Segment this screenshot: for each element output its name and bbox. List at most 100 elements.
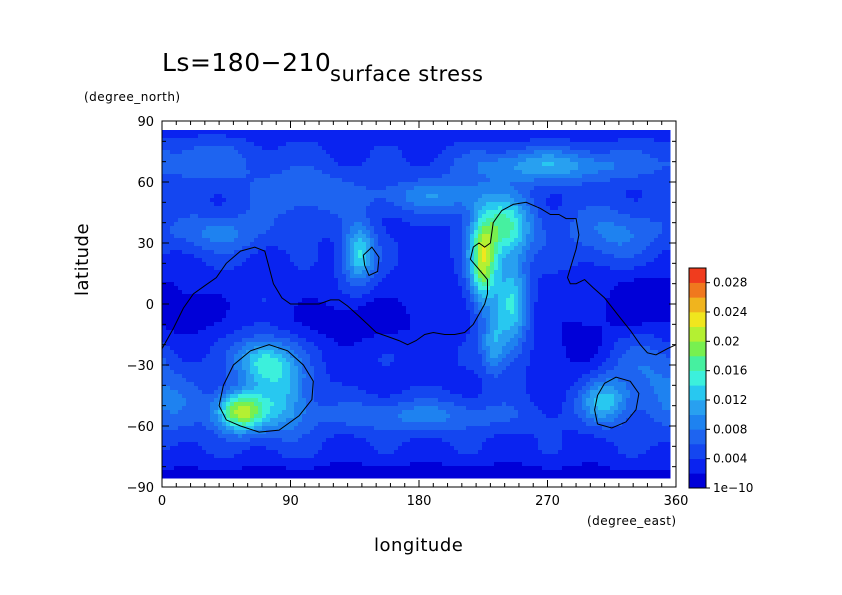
heat-cell xyxy=(566,222,571,227)
heat-cell xyxy=(638,202,643,207)
heat-cell xyxy=(454,146,459,151)
heat-cell xyxy=(190,210,195,215)
heat-cell xyxy=(562,194,567,199)
heat-cell xyxy=(414,238,419,243)
heat-cell xyxy=(254,174,259,179)
heat-cell xyxy=(186,222,191,227)
heat-cell xyxy=(434,210,439,215)
heat-cell xyxy=(254,182,259,187)
heat-cell xyxy=(222,146,227,151)
heat-cell xyxy=(602,254,607,259)
heat-cell xyxy=(162,266,167,271)
heat-cell xyxy=(574,130,579,135)
heat-cell xyxy=(290,158,295,163)
heat-cell xyxy=(570,230,575,235)
heat-cell xyxy=(246,262,251,267)
heat-cell xyxy=(310,162,315,167)
heat-cell xyxy=(410,266,415,271)
heat-cell xyxy=(410,154,415,159)
heat-cell xyxy=(266,238,271,243)
heat-cell xyxy=(558,142,563,147)
heat-cell xyxy=(486,274,491,279)
heat-cell xyxy=(658,270,663,275)
heat-cell xyxy=(638,174,643,179)
heat-cell xyxy=(318,138,323,143)
heat-cell xyxy=(582,258,587,263)
heat-cell xyxy=(366,246,371,251)
heat-cell xyxy=(590,262,595,267)
heat-cell xyxy=(278,194,283,199)
heat-cell xyxy=(650,222,655,227)
heat-cell xyxy=(490,238,495,243)
heat-cell xyxy=(302,262,307,267)
heat-cell xyxy=(590,138,595,143)
heat-cell xyxy=(642,206,647,211)
heat-cell xyxy=(594,170,599,175)
heat-cell xyxy=(326,170,331,175)
heat-cell xyxy=(406,266,411,271)
heat-cell xyxy=(626,230,631,235)
heat-cell xyxy=(634,266,639,271)
heat-cell xyxy=(490,282,495,287)
heat-cell xyxy=(518,134,523,139)
heat-cell xyxy=(486,226,491,231)
heat-cell xyxy=(590,182,595,187)
heat-cell xyxy=(318,202,323,207)
heat-cell xyxy=(374,154,379,159)
heat-cell xyxy=(622,218,627,223)
heat-cell xyxy=(286,154,291,159)
heat-cell xyxy=(386,142,391,147)
heat-cell xyxy=(510,206,515,211)
heat-cell xyxy=(658,198,663,203)
heat-cell xyxy=(398,242,403,247)
heat-cell xyxy=(354,166,359,171)
heat-cell xyxy=(410,206,415,211)
heat-cell xyxy=(622,170,627,175)
heat-cell xyxy=(342,150,347,155)
heat-cell xyxy=(486,166,491,171)
heat-cell xyxy=(170,278,175,283)
heat-cell xyxy=(290,186,295,191)
heat-cell xyxy=(442,134,447,139)
heat-cell xyxy=(442,158,447,163)
heat-cell xyxy=(298,282,303,287)
heat-cell xyxy=(510,170,515,175)
heat-cell xyxy=(190,182,195,187)
heat-cell xyxy=(602,150,607,155)
heat-cell xyxy=(342,254,347,259)
heat-cell xyxy=(278,206,283,211)
heat-cell xyxy=(522,162,527,167)
heat-cell xyxy=(662,230,667,235)
heat-cell xyxy=(490,138,495,143)
heat-cell xyxy=(310,266,315,271)
heat-cell xyxy=(406,186,411,191)
heat-cell xyxy=(434,238,439,243)
heat-cell xyxy=(294,206,299,211)
heat-cell xyxy=(366,178,371,183)
heat-cell xyxy=(186,250,191,255)
heat-cell xyxy=(470,138,475,143)
heat-cell xyxy=(262,278,267,283)
heat-cell xyxy=(430,182,435,187)
heat-cell xyxy=(386,170,391,175)
heat-cell xyxy=(550,130,555,135)
heat-cell xyxy=(210,202,215,207)
heat-cell xyxy=(574,190,579,195)
heat-cell xyxy=(554,250,559,255)
heat-cell xyxy=(330,198,335,203)
heat-cell xyxy=(570,274,575,279)
heat-cell xyxy=(662,206,667,211)
heat-cell xyxy=(578,182,583,187)
heat-cell xyxy=(230,286,235,291)
heat-cell xyxy=(618,254,623,259)
heat-cell xyxy=(278,246,283,251)
heat-cell xyxy=(294,130,299,135)
heat-cell xyxy=(502,198,507,203)
heat-cell xyxy=(314,238,319,243)
heat-cell xyxy=(426,194,431,199)
heat-cell xyxy=(546,282,551,287)
heat-cell xyxy=(202,250,207,255)
heat-cell xyxy=(626,278,631,283)
heat-cell xyxy=(594,266,599,271)
heat-cell xyxy=(374,210,379,215)
